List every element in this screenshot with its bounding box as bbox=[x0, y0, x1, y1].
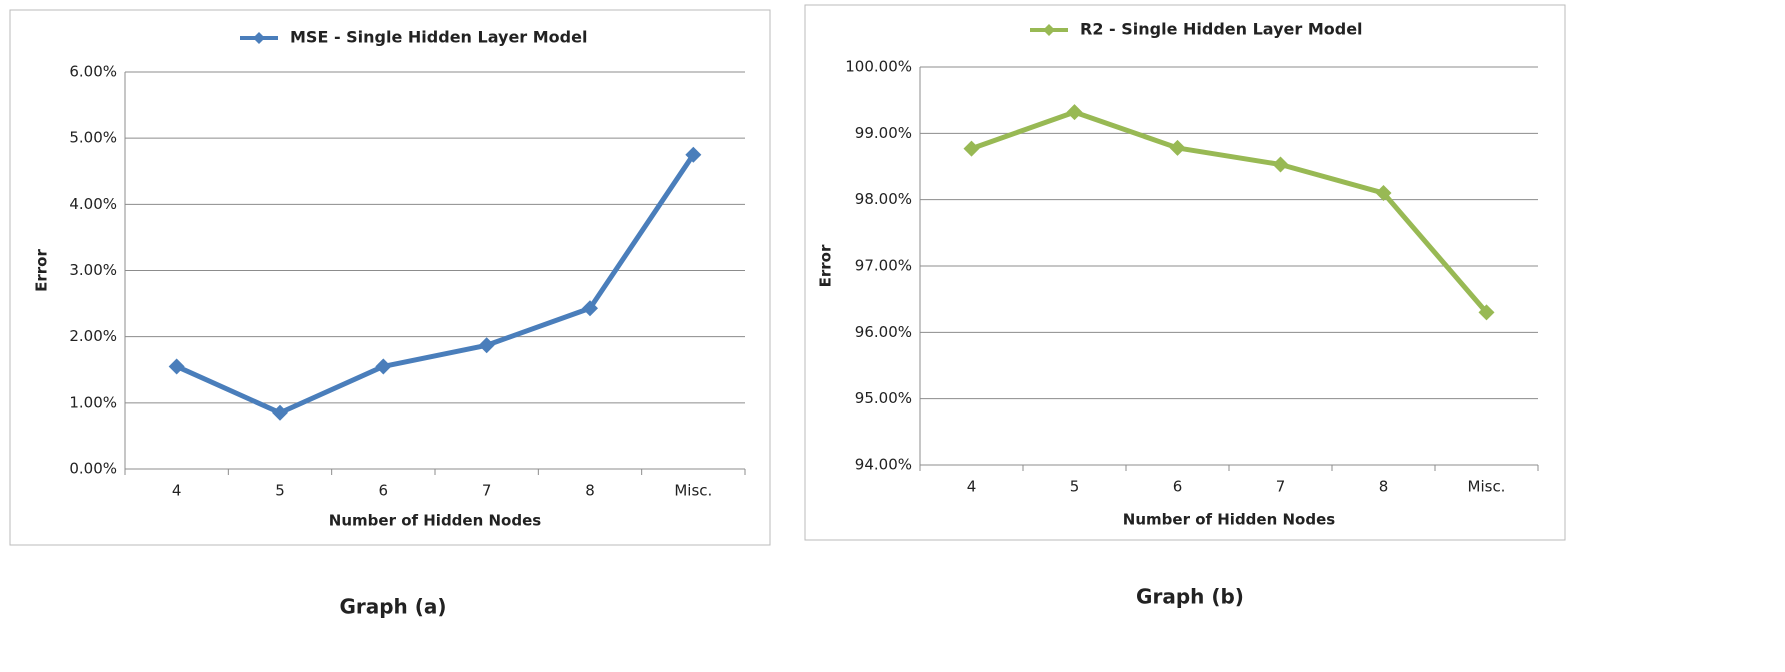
marker bbox=[1066, 104, 1083, 121]
line bbox=[970, 109, 1489, 315]
caption: Graph (a) bbox=[339, 595, 446, 619]
x-tick-label: 4 bbox=[172, 482, 182, 500]
x-tick-label: 8 bbox=[1379, 478, 1389, 496]
x-tick-label: 7 bbox=[482, 482, 492, 500]
y-tick-label: 97.00% bbox=[855, 257, 912, 275]
y-tick-label: 4.00% bbox=[69, 195, 117, 213]
y-tick-label: 98.00% bbox=[855, 190, 912, 208]
legend-marker bbox=[1043, 24, 1055, 36]
legend-label: MSE - Single Hidden Layer Model bbox=[290, 28, 587, 47]
y-tick-label: 0.00% bbox=[69, 460, 117, 478]
marker bbox=[1478, 304, 1495, 321]
x-tick-label: 8 bbox=[585, 482, 595, 500]
y-tick-label: 1.00% bbox=[69, 393, 117, 411]
x-tick-label: Misc. bbox=[1468, 478, 1506, 496]
legend-label: R2 - Single Hidden Layer Model bbox=[1080, 20, 1363, 39]
x-tick-label: Misc. bbox=[674, 482, 712, 500]
marker bbox=[478, 337, 495, 354]
line bbox=[175, 153, 696, 416]
marker bbox=[168, 358, 185, 375]
x-tick-label: 6 bbox=[1173, 478, 1183, 496]
x-tick-label: 5 bbox=[275, 482, 285, 500]
chart-frame bbox=[9, 9, 771, 546]
y-tick-label: 100.00% bbox=[845, 58, 912, 76]
marker bbox=[1169, 139, 1186, 156]
legend-marker bbox=[253, 32, 265, 44]
y-tick-label: 2.00% bbox=[69, 327, 117, 345]
marker bbox=[1272, 156, 1289, 173]
y-axis-label: Error bbox=[817, 244, 835, 287]
chart-frame bbox=[804, 4, 1566, 541]
marker bbox=[582, 300, 598, 317]
marker bbox=[963, 140, 980, 157]
marker bbox=[272, 404, 288, 421]
x-axis-label: Number of Hidden Nodes bbox=[1123, 511, 1335, 529]
x-axis-label: Number of Hidden Nodes bbox=[329, 512, 541, 530]
y-tick-label: 5.00% bbox=[69, 129, 117, 147]
y-tick-label: 6.00% bbox=[69, 63, 117, 81]
marker bbox=[1375, 185, 1392, 202]
caption: Graph (b) bbox=[1136, 585, 1244, 609]
x-tick-label: 7 bbox=[1276, 478, 1286, 496]
y-tick-label: 3.00% bbox=[69, 261, 117, 279]
y-tick-label: 96.00% bbox=[855, 323, 912, 341]
y-tick-label: 99.00% bbox=[855, 124, 912, 142]
x-tick-label: 4 bbox=[967, 478, 977, 496]
y-axis-label: Error bbox=[33, 249, 51, 292]
y-tick-label: 95.00% bbox=[855, 389, 912, 407]
x-tick-label: 5 bbox=[1070, 478, 1080, 496]
y-tick-label: 94.00% bbox=[855, 456, 912, 474]
x-tick-label: 6 bbox=[379, 482, 389, 500]
marker bbox=[375, 358, 392, 375]
marker bbox=[685, 146, 702, 163]
